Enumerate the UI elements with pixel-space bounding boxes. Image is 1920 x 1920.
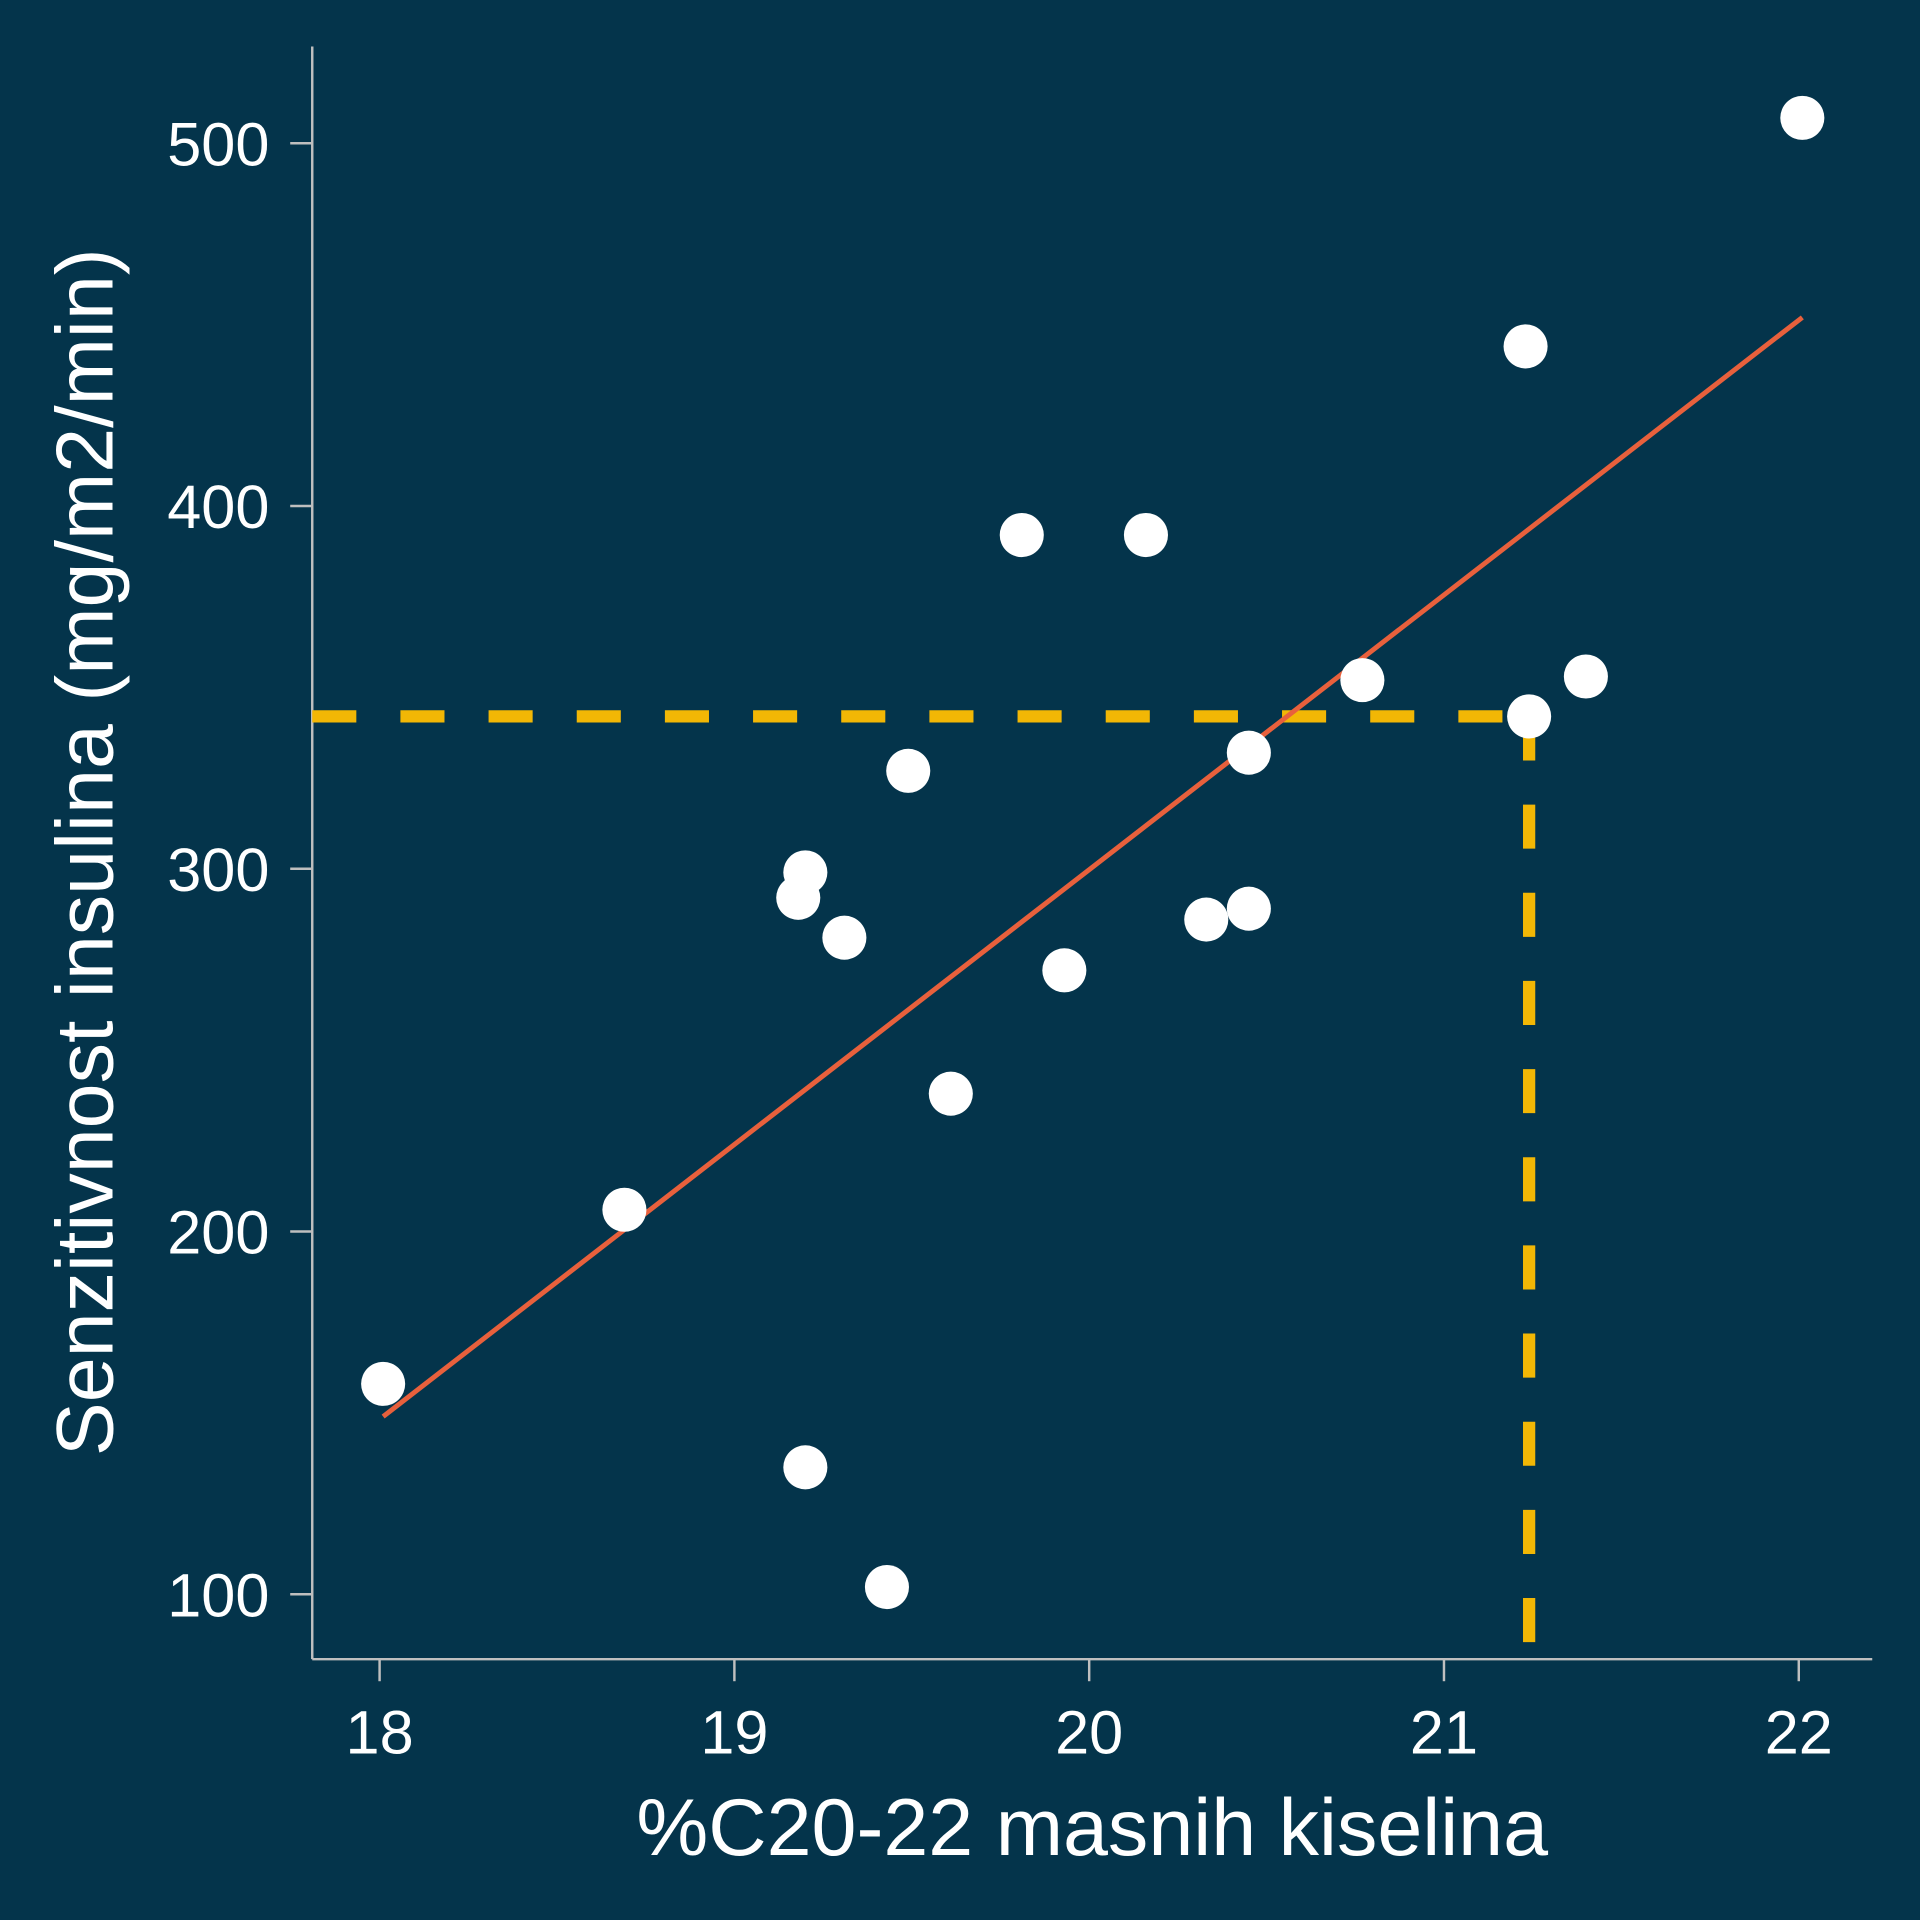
- y-tick-label: 400: [167, 473, 269, 541]
- data-point: [1042, 948, 1087, 993]
- y-tick-label: 500: [167, 110, 269, 178]
- x-tick-label: 22: [1765, 1698, 1833, 1766]
- x-axis-label: %C20-22 masnih kiselina: [636, 1783, 1548, 1873]
- regression-line: [381, 315, 1804, 1419]
- x-tick-label: 21: [1410, 1698, 1478, 1766]
- data-point: [1184, 897, 1229, 942]
- data-point: [602, 1187, 647, 1232]
- axes: 18 19 20 21 22 100 200 300 400 500: [167, 46, 1873, 1766]
- x-tick-label: 19: [700, 1698, 768, 1766]
- data-point: [361, 1361, 406, 1406]
- data-point: [1563, 654, 1608, 699]
- marks: [312, 95, 1825, 1660]
- data-point: [783, 850, 828, 895]
- data-point: [1507, 694, 1552, 739]
- data-point: [864, 1564, 909, 1610]
- x-tick-label: 20: [1055, 1698, 1123, 1766]
- data-point: [1340, 658, 1385, 703]
- data-point: [1226, 886, 1271, 931]
- y-tick-label: 200: [167, 1199, 269, 1267]
- y-tick-label: 100: [167, 1561, 269, 1629]
- data-point: [783, 1445, 828, 1490]
- data-point: [928, 1071, 973, 1116]
- data-point: [886, 748, 931, 793]
- data-point: [999, 513, 1044, 558]
- data-point: [1503, 324, 1548, 369]
- x-tick-label: 18: [346, 1698, 414, 1766]
- data-point: [1226, 730, 1271, 775]
- y-tick-label: 300: [167, 836, 269, 904]
- data-point: [1123, 513, 1168, 558]
- data-point: [822, 915, 867, 960]
- data-point: [1780, 95, 1825, 140]
- y-axis-label: Senzitivnost insulina (mg/m2/min): [41, 248, 131, 1456]
